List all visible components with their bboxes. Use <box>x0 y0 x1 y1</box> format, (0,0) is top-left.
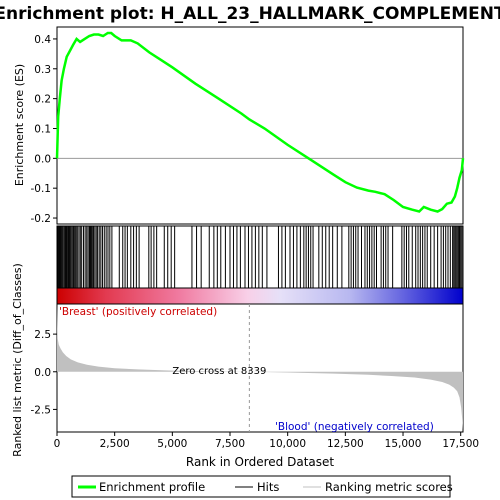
es-y-tick-label: -0.1 <box>31 183 52 195</box>
es-y-axis: 0.4 0.3 0.2 0.1 0.0 -0.1 -0.2 <box>31 34 57 225</box>
es-y-tick-label: 0.4 <box>34 34 51 46</box>
metric-y-tick-label: 2.5 <box>34 329 51 341</box>
metric-panel-frame <box>56 303 464 433</box>
legend-hits-label: Hits <box>257 480 279 494</box>
metric-x-label: Rank in Ordered Dataset <box>186 455 334 469</box>
es-y-label: Enrichment score (ES) <box>13 64 26 186</box>
legend-metric-label: Ranking metric scores <box>325 480 453 494</box>
metric-x-tick-label: 7,500 <box>215 438 245 450</box>
es-y-tick-label: 0.2 <box>34 94 51 106</box>
zero-cross-label: Zero cross at 8339 <box>172 366 266 377</box>
metric-y-tick-label: -2.5 <box>31 404 52 416</box>
metric-x-axis: 0 2,500 5,000 7,500 10,000 12,500 15,000 17,500 <box>54 432 479 450</box>
metric-y-label: Ranked list metric (Diff_of_Classes) <box>11 263 24 457</box>
metric-x-tick-label: 0 <box>54 438 61 450</box>
metric-y-axis: 2.5 0.0 -2.5 <box>31 329 57 416</box>
metric-x-tick-label: 17,500 <box>442 438 479 450</box>
metric-x-tick-label: 15,000 <box>385 438 422 450</box>
hit-marks <box>56 226 463 288</box>
metric-panel: 2.5 0.0 -2.5 0 2,500 5,000 7,500 10,000 12,500 1… <box>11 263 479 469</box>
legend-box <box>71 475 451 498</box>
chart-title: Enrichment plot: H_ALL_23_HALLMARK_COMPL… <box>0 4 500 24</box>
metric-y-tick-label: 0.0 <box>34 367 51 379</box>
es-y-tick-label: 0.3 <box>34 64 51 76</box>
enrichment-profile-line <box>55 31 465 213</box>
metric-x-tick-label: 12,500 <box>327 438 364 450</box>
es-y-tick-label: -0.2 <box>31 213 52 225</box>
es-y-tick-label: 0.0 <box>34 153 51 165</box>
legend-enrichment-label: Enrichment profile <box>99 480 205 494</box>
es-y-tick-label: 0.1 <box>34 123 51 135</box>
rank-heat-bar <box>56 287 464 305</box>
heat-gradient <box>56 287 464 305</box>
legend: Enrichment profile Hits Ranking metric s… <box>71 475 453 498</box>
metric-x-tick-label: 2,500 <box>100 438 130 450</box>
negative-correlation-label: 'Blood' (negatively correlated) <box>275 421 434 433</box>
metric-x-tick-label: 5,000 <box>157 438 187 450</box>
hits-panel <box>56 225 464 289</box>
es-panel: 0.4 0.3 0.2 0.1 0.0 -0.1 -0.2 Enrichment score… <box>13 26 465 225</box>
positive-correlation-label: 'Breast' (positively correlated) <box>59 306 217 318</box>
metric-x-tick-label: 10,000 <box>269 438 306 450</box>
